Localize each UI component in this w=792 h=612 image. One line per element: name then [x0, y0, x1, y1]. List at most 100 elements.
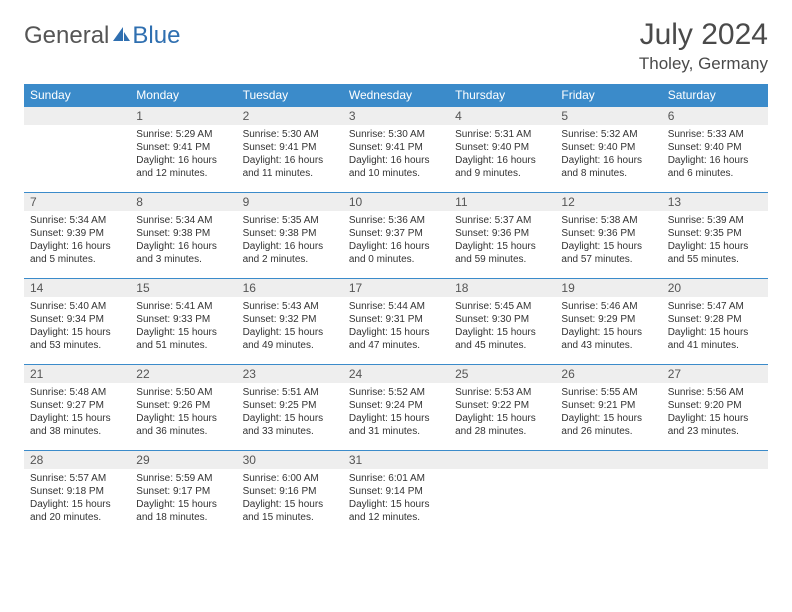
day-content: Sunrise: 5:46 AMSunset: 9:29 PMDaylight:… — [555, 297, 661, 356]
sunset-text: Sunset: 9:24 PM — [349, 399, 443, 412]
weekday-header-row: SundayMondayTuesdayWednesdayThursdayFrid… — [24, 84, 768, 107]
daylight-line2: and 38 minutes. — [30, 425, 124, 438]
sunrise-text: Sunrise: 5:41 AM — [136, 300, 230, 313]
day-content: Sunrise: 5:56 AMSunset: 9:20 PMDaylight:… — [662, 383, 768, 442]
calendar-day-cell: 9Sunrise: 5:35 AMSunset: 9:38 PMDaylight… — [237, 193, 343, 279]
daylight-line2: and 3 minutes. — [136, 253, 230, 266]
day-number: 24 — [343, 365, 449, 383]
sunrise-text: Sunrise: 5:34 AM — [30, 214, 124, 227]
calendar-day-cell: 24Sunrise: 5:52 AMSunset: 9:24 PMDayligh… — [343, 365, 449, 451]
calendar-day-cell: 25Sunrise: 5:53 AMSunset: 9:22 PMDayligh… — [449, 365, 555, 451]
day-number: 14 — [24, 279, 130, 297]
day-number: 11 — [449, 193, 555, 211]
sunrise-text: Sunrise: 5:59 AM — [136, 472, 230, 485]
day-content: Sunrise: 5:34 AMSunset: 9:39 PMDaylight:… — [24, 211, 130, 270]
day-content: Sunrise: 5:30 AMSunset: 9:41 PMDaylight:… — [237, 125, 343, 184]
weekday-header: Monday — [130, 84, 236, 107]
daylight-line1: Daylight: 15 hours — [561, 326, 655, 339]
sunset-text: Sunset: 9:31 PM — [349, 313, 443, 326]
daylight-line1: Daylight: 16 hours — [243, 154, 337, 167]
calendar-body: 1Sunrise: 5:29 AMSunset: 9:41 PMDaylight… — [24, 107, 768, 537]
calendar-day-cell: 31Sunrise: 6:01 AMSunset: 9:14 PMDayligh… — [343, 451, 449, 537]
sunset-text: Sunset: 9:17 PM — [136, 485, 230, 498]
daylight-line2: and 28 minutes. — [455, 425, 549, 438]
day-content: Sunrise: 5:50 AMSunset: 9:26 PMDaylight:… — [130, 383, 236, 442]
day-number: 4 — [449, 107, 555, 125]
daylight-line1: Daylight: 15 hours — [136, 326, 230, 339]
day-content: Sunrise: 5:55 AMSunset: 9:21 PMDaylight:… — [555, 383, 661, 442]
daylight-line1: Daylight: 15 hours — [349, 326, 443, 339]
calendar-day-cell: 30Sunrise: 6:00 AMSunset: 9:16 PMDayligh… — [237, 451, 343, 537]
daylight-line1: Daylight: 15 hours — [243, 498, 337, 511]
sunrise-text: Sunrise: 5:37 AM — [455, 214, 549, 227]
daylight-line1: Daylight: 16 hours — [561, 154, 655, 167]
weekday-header: Wednesday — [343, 84, 449, 107]
day-number: 16 — [237, 279, 343, 297]
sunrise-text: Sunrise: 5:32 AM — [561, 128, 655, 141]
calendar-day-cell: 27Sunrise: 5:56 AMSunset: 9:20 PMDayligh… — [662, 365, 768, 451]
day-number: 13 — [662, 193, 768, 211]
sunset-text: Sunset: 9:18 PM — [30, 485, 124, 498]
daylight-line2: and 8 minutes. — [561, 167, 655, 180]
calendar-empty-cell — [449, 451, 555, 537]
day-content: Sunrise: 5:59 AMSunset: 9:17 PMDaylight:… — [130, 469, 236, 528]
calendar-day-cell: 26Sunrise: 5:55 AMSunset: 9:21 PMDayligh… — [555, 365, 661, 451]
calendar-day-cell: 3Sunrise: 5:30 AMSunset: 9:41 PMDaylight… — [343, 107, 449, 193]
day-content: Sunrise: 5:29 AMSunset: 9:41 PMDaylight:… — [130, 125, 236, 184]
daylight-line1: Daylight: 16 hours — [136, 240, 230, 253]
daylight-line2: and 51 minutes. — [136, 339, 230, 352]
daylight-line1: Daylight: 16 hours — [243, 240, 337, 253]
daylight-line2: and 55 minutes. — [668, 253, 762, 266]
day-content: Sunrise: 6:00 AMSunset: 9:16 PMDaylight:… — [237, 469, 343, 528]
day-number: 18 — [449, 279, 555, 297]
weekday-header: Tuesday — [237, 84, 343, 107]
sunset-text: Sunset: 9:38 PM — [243, 227, 337, 240]
daylight-line2: and 59 minutes. — [455, 253, 549, 266]
calendar-day-cell: 18Sunrise: 5:45 AMSunset: 9:30 PMDayligh… — [449, 279, 555, 365]
sunrise-text: Sunrise: 5:36 AM — [349, 214, 443, 227]
calendar-week-row: 28Sunrise: 5:57 AMSunset: 9:18 PMDayligh… — [24, 451, 768, 537]
daylight-line1: Daylight: 16 hours — [30, 240, 124, 253]
daylight-line2: and 57 minutes. — [561, 253, 655, 266]
day-content: Sunrise: 5:52 AMSunset: 9:24 PMDaylight:… — [343, 383, 449, 442]
calendar-day-cell: 23Sunrise: 5:51 AMSunset: 9:25 PMDayligh… — [237, 365, 343, 451]
sunset-text: Sunset: 9:36 PM — [561, 227, 655, 240]
sunrise-text: Sunrise: 5:31 AM — [455, 128, 549, 141]
day-number: 31 — [343, 451, 449, 469]
daylight-line2: and 41 minutes. — [668, 339, 762, 352]
daylight-line1: Daylight: 15 hours — [668, 326, 762, 339]
day-number: 3 — [343, 107, 449, 125]
daylight-line2: and 45 minutes. — [455, 339, 549, 352]
month-title: July 2024 — [639, 18, 768, 52]
calendar-table: SundayMondayTuesdayWednesdayThursdayFrid… — [24, 84, 768, 537]
day-content: Sunrise: 5:36 AMSunset: 9:37 PMDaylight:… — [343, 211, 449, 270]
day-content: Sunrise: 5:43 AMSunset: 9:32 PMDaylight:… — [237, 297, 343, 356]
calendar-week-row: 7Sunrise: 5:34 AMSunset: 9:39 PMDaylight… — [24, 193, 768, 279]
day-content: Sunrise: 5:33 AMSunset: 9:40 PMDaylight:… — [662, 125, 768, 184]
sunset-text: Sunset: 9:14 PM — [349, 485, 443, 498]
day-number: 27 — [662, 365, 768, 383]
daylight-line2: and 11 minutes. — [243, 167, 337, 180]
sunset-text: Sunset: 9:21 PM — [561, 399, 655, 412]
sunset-text: Sunset: 9:35 PM — [668, 227, 762, 240]
calendar-day-cell: 1Sunrise: 5:29 AMSunset: 9:41 PMDaylight… — [130, 107, 236, 193]
sunset-text: Sunset: 9:41 PM — [243, 141, 337, 154]
daylight-line2: and 12 minutes. — [349, 511, 443, 524]
day-number: 26 — [555, 365, 661, 383]
calendar-day-cell: 16Sunrise: 5:43 AMSunset: 9:32 PMDayligh… — [237, 279, 343, 365]
calendar-day-cell: 13Sunrise: 5:39 AMSunset: 9:35 PMDayligh… — [662, 193, 768, 279]
daylight-line2: and 15 minutes. — [243, 511, 337, 524]
sunset-text: Sunset: 9:16 PM — [243, 485, 337, 498]
calendar-day-cell: 4Sunrise: 5:31 AMSunset: 9:40 PMDaylight… — [449, 107, 555, 193]
sunset-text: Sunset: 9:33 PM — [136, 313, 230, 326]
day-content: Sunrise: 5:37 AMSunset: 9:36 PMDaylight:… — [449, 211, 555, 270]
day-number: 25 — [449, 365, 555, 383]
daylight-line2: and 31 minutes. — [349, 425, 443, 438]
day-content: Sunrise: 5:51 AMSunset: 9:25 PMDaylight:… — [237, 383, 343, 442]
day-number: 10 — [343, 193, 449, 211]
sunset-text: Sunset: 9:27 PM — [30, 399, 124, 412]
logo: GeneralBlue — [24, 22, 180, 50]
sunrise-text: Sunrise: 5:52 AM — [349, 386, 443, 399]
sunrise-text: Sunrise: 5:57 AM — [30, 472, 124, 485]
daylight-line2: and 20 minutes. — [30, 511, 124, 524]
